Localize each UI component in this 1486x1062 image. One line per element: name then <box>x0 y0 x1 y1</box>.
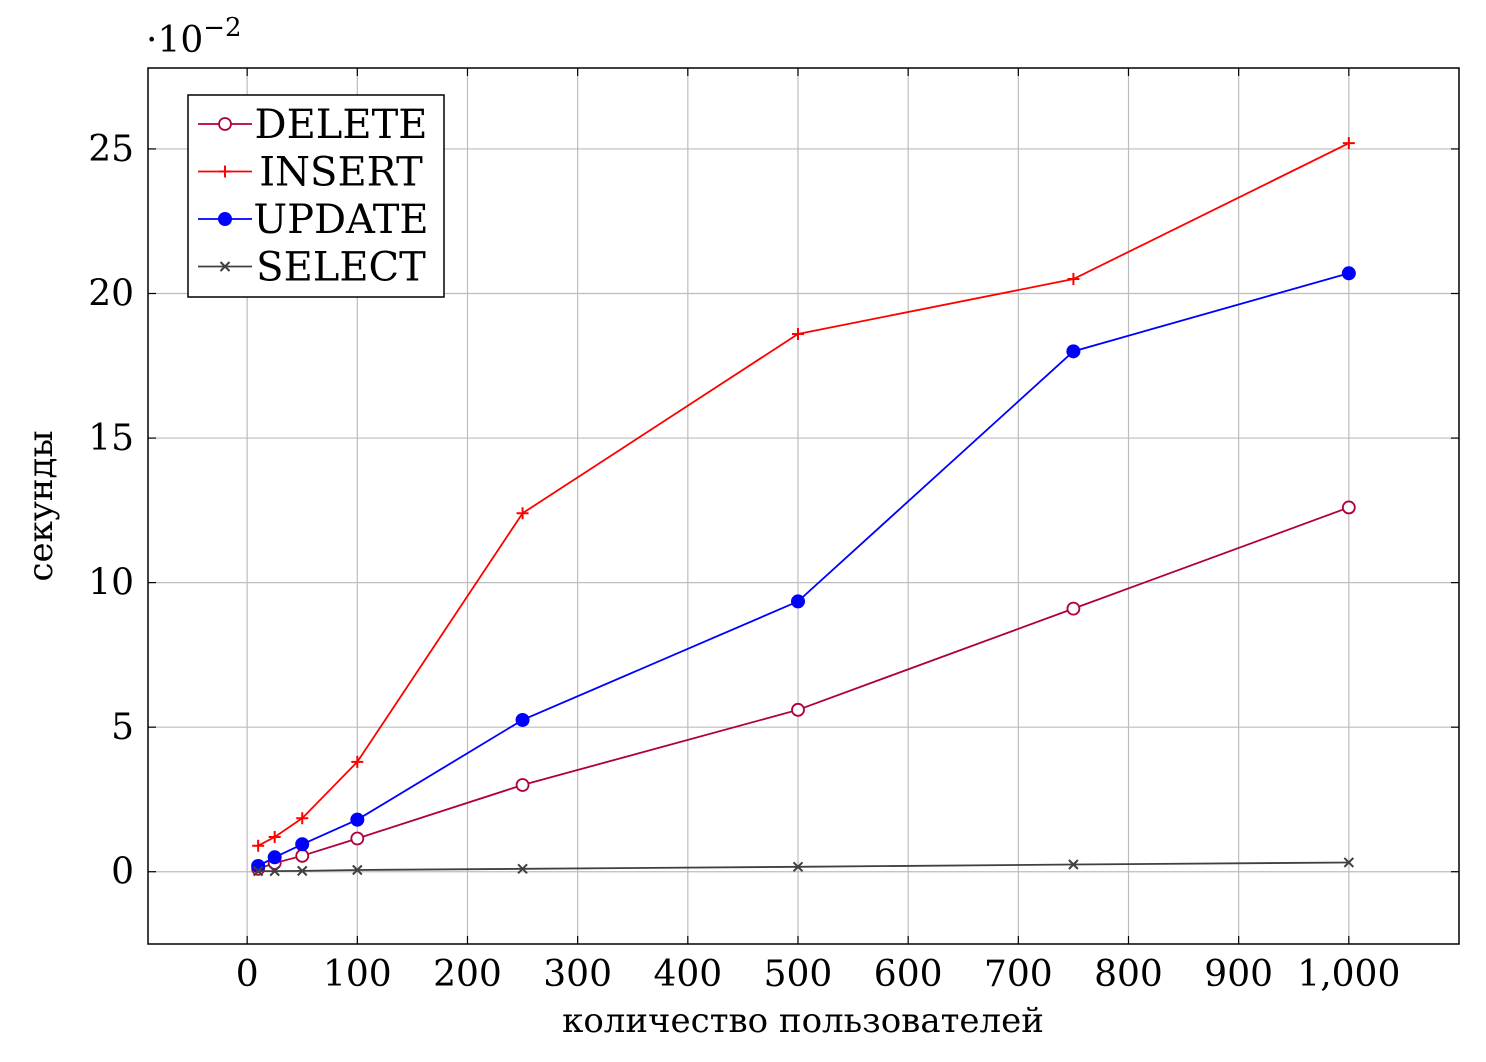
y-axis-label: секунды <box>21 430 61 581</box>
data-point-select <box>352 864 363 876</box>
series-delete <box>251 500 1356 876</box>
legend-marker-delete <box>218 117 232 131</box>
plot-area-frame <box>147 67 1460 945</box>
data-point-select <box>1068 859 1079 870</box>
y-scale-note: ·10−2 <box>146 13 242 61</box>
y-tick-label: 0 <box>111 852 134 893</box>
legend-entry-insert: INSERT <box>198 150 423 196</box>
x-tick-label: 300 <box>543 954 612 995</box>
x-tick-label: 500 <box>764 954 833 995</box>
legend-entry-select: SELECT <box>198 245 426 291</box>
data-point-delete <box>350 831 365 846</box>
grid <box>148 68 1459 944</box>
legend-label-delete: DELETE <box>255 102 428 148</box>
series-line-select <box>258 861 1349 873</box>
x-tick-label: 600 <box>874 954 943 995</box>
x-tick-label: 400 <box>653 954 722 995</box>
series-select <box>252 857 1355 877</box>
y-tick-label: 5 <box>111 707 134 748</box>
x-tick-label: 1,000 <box>1297 954 1400 995</box>
legend-label-insert: INSERT <box>259 150 423 196</box>
series-layer <box>251 137 1356 877</box>
axis-ticks: 0 100 200 300 400 500 600 700 800 900 1,000 0 5 10 15 2… <box>88 68 1459 995</box>
y-tick-label: 20 <box>88 274 134 315</box>
data-point-select <box>517 863 528 875</box>
data-point-select <box>1343 857 1355 868</box>
data-point-update <box>515 712 530 727</box>
data-point-select <box>297 865 308 877</box>
data-point-insert <box>351 755 364 768</box>
data-point-insert <box>268 831 281 844</box>
x-tick-label: 100 <box>323 954 392 995</box>
data-point-delete <box>295 848 310 863</box>
data-point-update <box>1341 266 1356 281</box>
data-point-insert <box>252 839 265 852</box>
data-point-delete <box>1341 500 1356 515</box>
series-line-update <box>257 272 1350 867</box>
series-update <box>251 266 1356 873</box>
x-tick-label: 700 <box>984 954 1053 995</box>
data-point-update <box>350 812 365 827</box>
y-tick-label: 25 <box>88 129 134 170</box>
data-point-update <box>790 594 805 609</box>
legend-entry-delete: DELETE <box>198 102 427 148</box>
x-axis-label: количество пользователей <box>562 1001 1044 1041</box>
legend-marker-update <box>218 212 232 226</box>
x-tick-label: 900 <box>1204 954 1273 995</box>
data-point-select <box>792 861 804 873</box>
x-tick-label: 800 <box>1094 954 1163 995</box>
data-point-insert <box>296 812 309 825</box>
data-point-select <box>252 865 264 877</box>
series-line-insert <box>257 142 1350 847</box>
y-tick-label: 15 <box>88 418 134 459</box>
legend-entry-update: UPDATE <box>198 197 429 243</box>
legend-marker-select <box>219 261 231 272</box>
series-line-delete <box>257 506 1350 870</box>
data-point-select <box>269 865 280 877</box>
legend-marker-insert <box>219 165 231 178</box>
data-point-delete <box>1066 601 1081 616</box>
x-tick-label: 0 <box>236 954 259 995</box>
data-point-delete <box>791 702 805 717</box>
y-tick-label: 10 <box>88 563 134 604</box>
data-point-update <box>295 837 310 852</box>
series-insert <box>252 137 1355 852</box>
legend-label-select: SELECT <box>256 245 426 291</box>
data-point-insert <box>1342 137 1355 150</box>
data-point-insert <box>791 327 804 340</box>
data-point-insert <box>1067 273 1080 286</box>
legend-box <box>187 94 445 298</box>
data-point-delete <box>515 778 530 792</box>
x-tick-label: 200 <box>433 954 502 995</box>
data-point-insert <box>516 507 529 520</box>
data-point-update <box>1066 344 1081 359</box>
data-point-update <box>267 850 282 865</box>
legend-label-update: UPDATE <box>253 197 428 243</box>
